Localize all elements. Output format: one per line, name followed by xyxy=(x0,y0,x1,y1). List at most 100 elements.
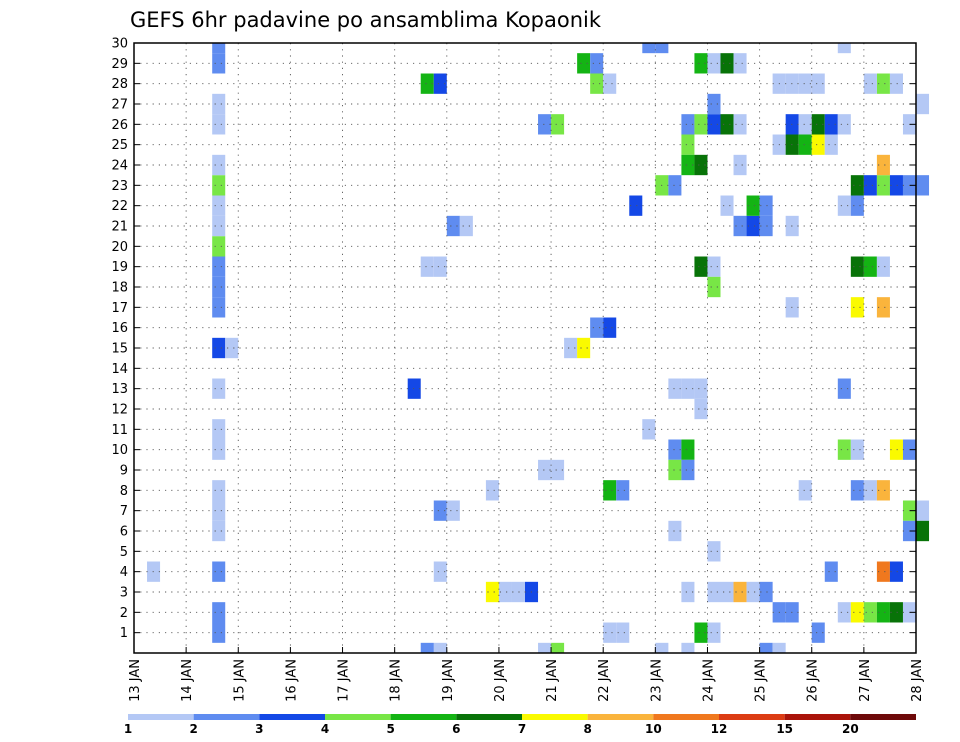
data-cell xyxy=(681,642,695,653)
y-tick-label: 11 xyxy=(111,423,128,438)
data-cell xyxy=(577,337,591,359)
data-cell xyxy=(407,378,421,399)
x-tick-label: 17 JAN xyxy=(337,659,352,702)
x-tick-label: 27 JAN xyxy=(858,659,873,702)
y-tick-label: 20 xyxy=(111,240,128,255)
data-cell xyxy=(681,378,695,399)
data-cell xyxy=(212,114,226,135)
data-cell xyxy=(850,256,864,277)
data-cell xyxy=(824,134,838,155)
data-cell xyxy=(538,114,552,135)
data-cell xyxy=(629,195,643,216)
data-cell xyxy=(433,561,447,582)
data-cell xyxy=(694,256,708,277)
data-cell xyxy=(720,581,734,603)
data-cell xyxy=(212,276,226,298)
data-cell xyxy=(837,195,851,216)
data-cell xyxy=(707,622,721,643)
data-cell xyxy=(485,581,499,603)
y-tick-label: 14 xyxy=(111,362,128,377)
data-cell xyxy=(212,378,226,399)
data-cell xyxy=(707,53,721,74)
data-cell xyxy=(876,175,890,196)
data-cell xyxy=(707,114,721,135)
y-tick-label: 2 xyxy=(120,606,128,621)
x-tick-label: 22 JAN xyxy=(597,659,612,702)
data-cell xyxy=(811,134,825,155)
data-cell xyxy=(433,642,447,653)
data-cell xyxy=(212,561,226,582)
data-cell xyxy=(212,337,226,359)
data-cell xyxy=(876,256,890,277)
data-cell xyxy=(681,154,695,176)
data-cell xyxy=(212,439,226,460)
data-cell xyxy=(798,114,812,135)
data-cell xyxy=(212,236,226,257)
x-tick-label: 25 JAN xyxy=(754,659,769,702)
data-cell xyxy=(212,622,226,643)
colorbar-label: 20 xyxy=(842,722,859,736)
y-tick-label: 19 xyxy=(111,260,128,275)
data-cell xyxy=(590,73,604,94)
y-tick-label: 4 xyxy=(120,565,128,580)
y-tick-label: 22 xyxy=(111,199,128,214)
data-cell xyxy=(916,500,930,521)
y-tick-label: 21 xyxy=(111,220,128,235)
colorbar-swatch xyxy=(390,714,457,720)
y-tick-label: 15 xyxy=(111,342,128,357)
data-cell xyxy=(876,480,890,501)
data-cell xyxy=(590,53,604,74)
data-cell xyxy=(668,378,682,399)
y-tick-label: 27 xyxy=(111,98,128,113)
data-cell xyxy=(681,134,695,155)
data-cell xyxy=(889,602,903,623)
data-cell xyxy=(811,73,825,94)
x-tick-label: 13 JAN xyxy=(128,659,143,702)
data-cell xyxy=(538,459,552,481)
x-tick-label: 20 JAN xyxy=(493,659,508,702)
data-cell xyxy=(707,256,721,277)
data-cell xyxy=(772,642,786,653)
colorbar-swatch xyxy=(653,714,719,720)
data-cell xyxy=(212,297,226,318)
data-cell xyxy=(694,114,708,135)
y-tick-label: 3 xyxy=(120,586,128,601)
data-cell xyxy=(916,520,930,542)
colorbar-label: 3 xyxy=(255,722,263,736)
data-cell xyxy=(212,53,226,74)
colorbar-swatch xyxy=(456,714,522,720)
data-cell xyxy=(551,459,565,481)
data-cell xyxy=(733,53,747,74)
data-cell xyxy=(824,561,838,582)
data-cell xyxy=(681,439,695,460)
data-cell xyxy=(616,480,630,501)
data-cell xyxy=(876,297,890,318)
colorbar-label: 5 xyxy=(386,722,394,736)
data-cell xyxy=(694,398,708,420)
data-cell xyxy=(863,175,877,196)
data-cell xyxy=(551,114,565,135)
data-cell xyxy=(707,276,721,298)
x-tick-label: 21 JAN xyxy=(545,659,560,702)
data-cell xyxy=(798,480,812,501)
data-cell xyxy=(603,480,617,501)
data-cell xyxy=(681,114,695,135)
x-tick-label: 15 JAN xyxy=(232,659,247,702)
data-cell xyxy=(733,114,747,135)
data-cell xyxy=(212,195,226,216)
data-cell xyxy=(850,602,864,623)
data-cell xyxy=(225,337,239,359)
data-cell xyxy=(212,520,226,542)
colorbar-swatch xyxy=(719,714,785,720)
data-cell xyxy=(694,378,708,399)
data-cell xyxy=(876,154,890,176)
colorbar-swatch xyxy=(325,714,391,720)
data-cell xyxy=(850,195,864,216)
colorbar-swatch xyxy=(784,714,851,720)
data-cell xyxy=(863,256,877,277)
data-cell xyxy=(850,480,864,501)
y-tick-label: 26 xyxy=(111,118,128,133)
data-cell xyxy=(707,581,721,603)
colorbar: 1 2 3 4 5 6 7 8 10 12 15 20 xyxy=(124,714,916,736)
data-cell xyxy=(420,73,434,94)
